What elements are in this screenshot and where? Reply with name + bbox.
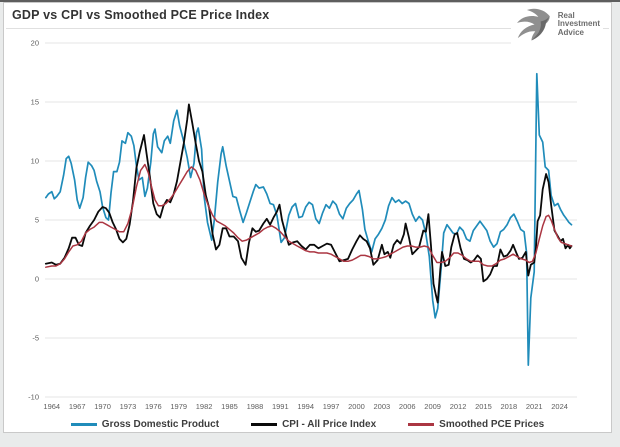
x-axis-tick-label: 2006 bbox=[399, 402, 416, 411]
x-axis-tick-label: 1973 bbox=[120, 402, 137, 411]
legend-label: CPI - All Price Index bbox=[282, 418, 377, 430]
x-axis-tick-label: 1964 bbox=[43, 402, 60, 411]
legend-line-swatch bbox=[408, 422, 435, 426]
y-axis-tick-label: -5 bbox=[32, 334, 39, 343]
x-axis-tick-label: 2015 bbox=[475, 402, 492, 411]
top-accent-bar bbox=[0, 0, 620, 2]
series-line-cpi-all-price-index bbox=[44, 103, 573, 304]
x-axis-tick-label: 2000 bbox=[348, 402, 365, 411]
chart-legend: Gross Domestic Product CPI - All Price In… bbox=[4, 415, 611, 433]
legend-line-swatch bbox=[251, 422, 278, 426]
y-axis-tick-label: -10 bbox=[28, 393, 39, 402]
x-axis-tick-label: 1970 bbox=[94, 402, 111, 411]
x-axis-tick-label: 1967 bbox=[69, 402, 86, 411]
y-axis-tick-label: 0 bbox=[35, 275, 39, 284]
legend-item-gross-domestic-product: Gross Domestic Product bbox=[70, 418, 220, 430]
ria-logo: Real Investment Advice bbox=[510, 5, 603, 44]
x-axis-tick-label: 1997 bbox=[323, 402, 340, 411]
y-axis-tick-label: 10 bbox=[31, 157, 39, 166]
x-axis-tick-label: 2009 bbox=[424, 402, 441, 411]
ria-logo-line-3: Advice bbox=[557, 27, 584, 37]
x-axis-tick-label: 1979 bbox=[170, 402, 187, 411]
x-axis-tick-label: 2018 bbox=[500, 402, 517, 411]
legend-item-cpi-all-price-index: CPI - All Price Index bbox=[251, 419, 376, 430]
x-axis-tick-label: 1991 bbox=[272, 402, 289, 411]
title-divider bbox=[6, 28, 609, 29]
chart-title: GDP vs CPI vs Smoothed PCE Price Index bbox=[12, 8, 270, 22]
y-axis-tick-label: 15 bbox=[31, 98, 39, 107]
y-axis-tick-label: 20 bbox=[31, 39, 39, 48]
x-axis-tick-label: 2021 bbox=[526, 402, 543, 411]
legend-line-swatch bbox=[70, 422, 97, 426]
x-axis-tick-label: 1988 bbox=[247, 402, 264, 411]
chart-card: GDP vs CPI vs Smoothed PCE Price Index R… bbox=[3, 2, 612, 433]
x-axis-tick-label: 1976 bbox=[145, 402, 162, 411]
y-axis-tick-label: 5 bbox=[35, 216, 39, 225]
ria-logo-text: Real Investment Advice bbox=[557, 10, 600, 38]
legend-item-smoothed-pce-prices: Smoothed PCE Prices bbox=[408, 419, 544, 430]
x-axis-tick-label: 1985 bbox=[221, 402, 238, 411]
x-axis-tick-label: 2012 bbox=[450, 402, 467, 411]
x-axis-tick-label: 2024 bbox=[551, 402, 568, 411]
legend-label: Gross Domestic Product bbox=[101, 418, 220, 430]
series-line-gross-domestic-product bbox=[44, 72, 573, 366]
x-axis-tick-label: 2003 bbox=[374, 402, 391, 411]
eagle-icon bbox=[516, 8, 550, 41]
ria-logo-line-2: Investment bbox=[557, 19, 600, 29]
ria-logo-line-1: Real bbox=[557, 10, 575, 20]
x-axis-tick-label: 1982 bbox=[196, 402, 213, 411]
x-axis-tick-label: 1994 bbox=[297, 402, 314, 411]
series-line-smoothed-pce-prices bbox=[45, 163, 573, 268]
legend-label: Smoothed PCE Prices bbox=[439, 418, 545, 430]
